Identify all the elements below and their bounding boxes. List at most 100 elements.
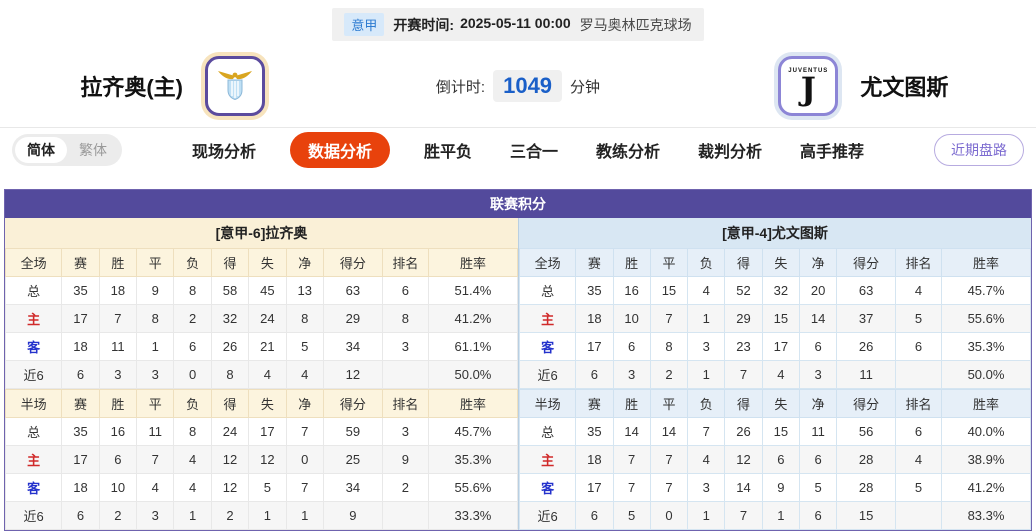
column-header: 净 xyxy=(285,389,324,418)
stat-cell: 10 xyxy=(612,304,651,333)
tab-expert-picks[interactable]: 高手推荐 xyxy=(800,143,865,161)
stat-cell: 6 xyxy=(798,445,838,474)
stat-cell: 17 xyxy=(761,332,800,361)
column-header: 负 xyxy=(173,389,212,418)
stat-cell: 6 xyxy=(895,417,943,446)
stat-cell: 1 xyxy=(136,332,175,361)
tab-live-analysis[interactable]: 现场分析 xyxy=(191,143,256,161)
row-label: 主 xyxy=(518,304,577,333)
stat-cell: 6 xyxy=(798,501,838,530)
stat-cell: 1 xyxy=(761,501,800,530)
tab-coach-analysis[interactable]: 教练分析 xyxy=(596,143,661,161)
stat-cell: 9 xyxy=(761,473,800,502)
table-row: 主 17 6 7 4 12 12 0 25 9 35.3% xyxy=(4,445,519,474)
stat-cell: 3 xyxy=(798,360,838,389)
stat-cell: 35 xyxy=(575,417,614,446)
stat-cell: 4 xyxy=(761,360,800,389)
column-header: 赛 xyxy=(61,389,100,418)
stat-cell: 6 xyxy=(381,276,429,305)
stat-cell: 4 xyxy=(173,473,212,502)
row-label: 客 xyxy=(518,473,577,502)
row-label: 近6 xyxy=(518,360,577,389)
stat-cell: 1 xyxy=(687,304,726,333)
stat-cell: 9 xyxy=(136,276,175,305)
tab-data-analysis[interactable]: 数据分析 xyxy=(289,131,390,168)
row-label: 总 xyxy=(4,276,63,305)
column-header: 胜 xyxy=(612,389,651,418)
language-toggle[interactable]: 简体 繁体 xyxy=(12,133,122,166)
column-header: 赛 xyxy=(575,389,614,418)
stat-cell: 3 xyxy=(381,332,429,361)
column-header-row: 全场赛胜平负得失净得分 排名 胜率 xyxy=(518,248,1031,277)
stat-cell: 37 xyxy=(836,304,897,333)
stat-cell: 8 xyxy=(173,417,212,446)
stat-cell: 1 xyxy=(248,501,287,530)
stat-cell: 4 xyxy=(895,445,943,474)
stat-cell: 17 xyxy=(248,417,287,446)
stat-cell: 33.3% xyxy=(427,501,519,530)
column-header: 胜率 xyxy=(427,389,519,418)
nav-bar: 简体 繁体 现场分析 数据分析 胜平负 三合一 教练分析 裁判分析 高手推荐 近期盘路 xyxy=(0,127,1036,171)
stat-cell: 24 xyxy=(210,417,250,446)
table-row: 总 35 14 14 7 26 15 11 56 6 40.0% xyxy=(518,417,1031,446)
table-row: 近6 6 5 0 1 7 1 6 15 83.3% xyxy=(518,501,1031,530)
stat-cell: 50.0% xyxy=(941,360,1031,389)
column-header-row: 半场赛胜平负得失净得分 排名 胜率 xyxy=(4,389,519,418)
stat-cell: 56 xyxy=(836,417,897,446)
stat-cell: 7 xyxy=(649,304,689,333)
stat-cell: 14 xyxy=(724,473,763,502)
table-row: 客 17 7 7 3 14 9 5 28 5 41.2% xyxy=(518,473,1031,502)
column-header: 负 xyxy=(687,248,726,277)
recent-trend-button[interactable]: 近期盘路 xyxy=(934,133,1024,166)
stat-cell xyxy=(895,360,943,389)
away-stats-panel: [意甲-4]尤文图斯 全场赛胜平负得失净得分 排名 胜率总 35 16 15 4 52 32 20… xyxy=(518,218,1031,530)
stat-cell: 15 xyxy=(761,304,800,333)
stat-cell: 2 xyxy=(649,360,689,389)
stat-cell: 32 xyxy=(210,304,250,333)
stat-cell: 58 xyxy=(210,276,250,305)
match-header: 拉齐奥(主) 倒计时: 1049 分钟 JUVENTUS J 尤文图斯 xyxy=(0,45,1036,127)
column-header: 失 xyxy=(248,389,287,418)
stat-cell: 25 xyxy=(322,445,383,474)
stat-cell: 11 xyxy=(98,332,138,361)
stat-cell: 24 xyxy=(248,304,287,333)
stat-cell: 18 xyxy=(61,473,100,502)
stat-cell: 5 xyxy=(895,473,943,502)
stat-cell: 3 xyxy=(381,417,429,446)
stat-cell: 17 xyxy=(575,473,614,502)
tab-three-in-one[interactable]: 三合一 xyxy=(509,143,558,161)
row-label: 近6 xyxy=(518,501,577,530)
stat-cell xyxy=(381,501,429,530)
tab-referee-analysis[interactable]: 裁判分析 xyxy=(698,143,763,161)
column-header: 半场 xyxy=(518,389,577,418)
stat-cell: 3 xyxy=(98,360,138,389)
stat-cell: 18 xyxy=(575,445,614,474)
home-table-header: [意甲-6]拉齐奥 xyxy=(5,218,518,248)
column-header: 得分 xyxy=(322,248,383,277)
league-points-panel: 联赛积分 [意甲-6]拉齐奥 全场赛胜平负得失净得分 排名 胜率总 35 18 9 8 58 4… xyxy=(4,189,1032,531)
column-header-row: 半场赛胜平负得失净得分 排名 胜率 xyxy=(518,389,1031,418)
column-header: 净 xyxy=(285,248,324,277)
lang-traditional-button[interactable]: 繁体 xyxy=(79,141,107,158)
home-team-name: 拉齐奥(主) xyxy=(80,75,183,100)
away-team-logo: JUVENTUS J xyxy=(778,56,839,116)
stat-cell: 4 xyxy=(248,360,287,389)
column-header-row: 全场赛胜平负得失净得分 排名 胜率 xyxy=(4,248,519,277)
stat-cell: 26 xyxy=(724,417,763,446)
stat-cell: 6 xyxy=(98,445,138,474)
stat-cell: 35.3% xyxy=(427,445,519,474)
stat-cell: 6 xyxy=(61,501,100,530)
column-header: 赛 xyxy=(61,248,100,277)
stat-cell: 9 xyxy=(381,445,429,474)
column-header: 得 xyxy=(210,389,250,418)
tab-win-draw-lose[interactable]: 胜平负 xyxy=(423,143,472,161)
lang-simplified-button[interactable]: 简体 xyxy=(15,136,67,163)
away-team-block: JUVENTUS J 尤文图斯 xyxy=(691,56,1036,116)
juventus-j-icon: J xyxy=(800,70,816,109)
home-team-logo xyxy=(204,56,265,116)
home-fulltime-table: 全场赛胜平负得失净得分 排名 胜率总 35 18 9 8 58 45 13 63 6 51.4% 主 17 7… xyxy=(4,248,519,389)
row-label: 主 xyxy=(4,445,63,474)
table-row: 主 18 10 7 1 29 15 14 37 5 55.6% xyxy=(518,304,1031,333)
column-header: 得 xyxy=(724,248,763,277)
stat-cell: 34 xyxy=(322,473,383,502)
